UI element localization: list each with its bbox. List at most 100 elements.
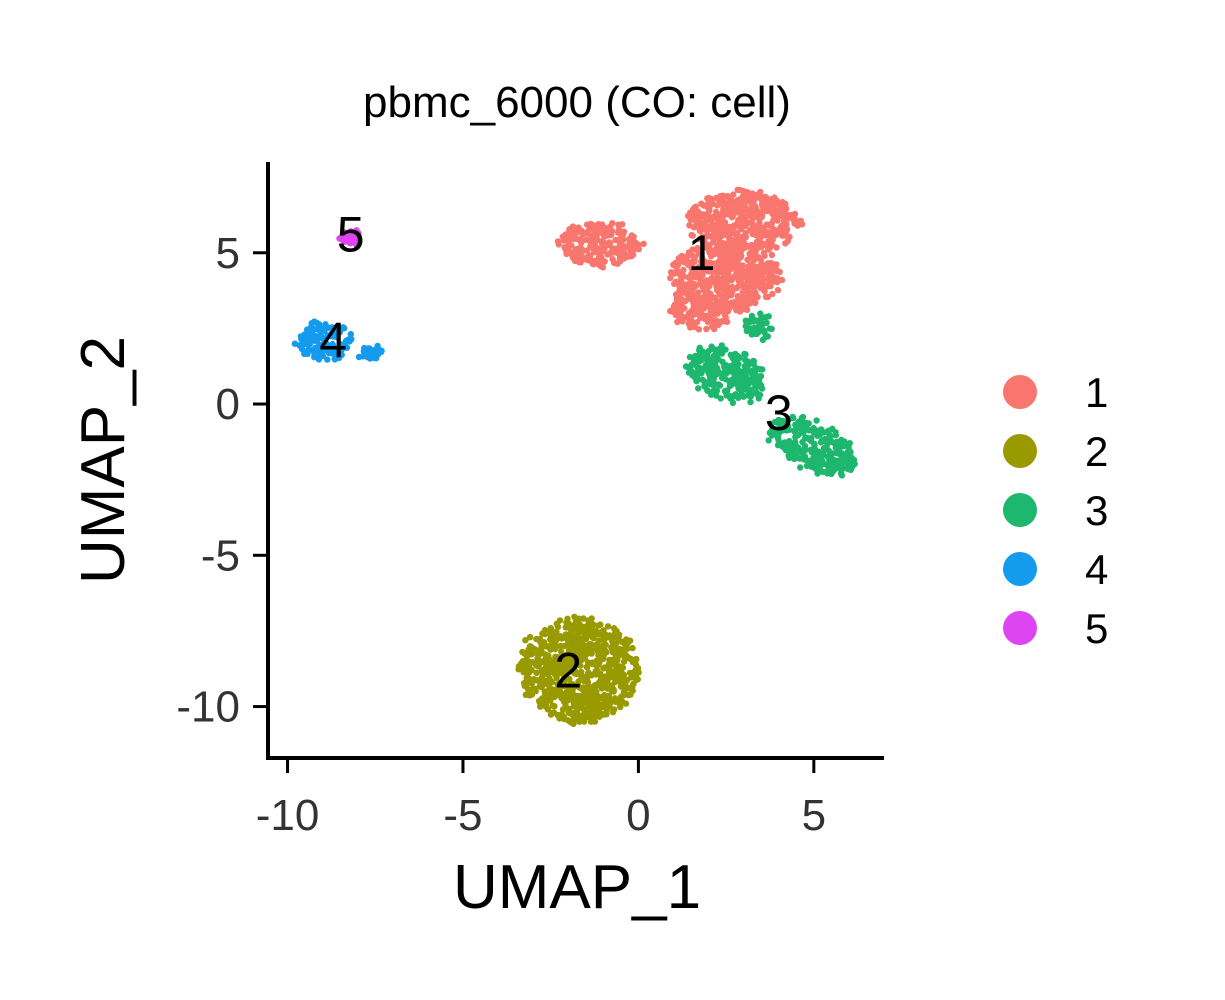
point-cluster-2: [587, 641, 594, 648]
point-cluster-3: [747, 393, 754, 400]
point-cluster-3: [795, 421, 802, 428]
point-cluster-2: [570, 720, 577, 727]
point-cluster-2: [633, 676, 640, 683]
point-cluster-2: [538, 679, 546, 687]
point-cluster-1: [706, 259, 713, 266]
point-cluster-1: [714, 269, 722, 276]
point-cluster-2: [535, 652, 542, 659]
point-cluster-1: [776, 229, 783, 236]
point-cluster-1: [620, 249, 628, 256]
x-tick-label: 0: [626, 791, 650, 840]
point-cluster-4: [347, 330, 354, 338]
point-cluster-2: [537, 639, 544, 646]
point-cluster-2: [598, 655, 605, 662]
point-cluster-1: [766, 238, 773, 245]
point-cluster-2: [552, 653, 559, 660]
point-cluster-1: [630, 233, 637, 240]
point-cluster-3: [689, 372, 696, 379]
point-cluster-2: [626, 669, 634, 677]
point-cluster-3: [707, 391, 715, 398]
point-cluster-3: [785, 416, 793, 423]
point-cluster-1: [742, 204, 749, 211]
point-cluster-2: [584, 698, 592, 706]
point-cluster-3: [718, 370, 725, 377]
point-cluster-3: [712, 392, 720, 399]
x-tick-label: -5: [443, 791, 482, 840]
point-cluster-4: [374, 342, 381, 350]
point-cluster-1: [776, 201, 783, 209]
point-cluster-1: [763, 194, 770, 201]
point-cluster-3: [796, 455, 803, 462]
y-tick-label: 0: [216, 380, 240, 429]
point-cluster-2: [546, 684, 553, 692]
point-cluster-3: [727, 381, 735, 389]
point-cluster-1: [695, 310, 702, 317]
point-cluster-2: [533, 669, 540, 676]
point-cluster-2: [629, 684, 636, 691]
point-cluster-2: [558, 694, 565, 701]
point-cluster-4: [341, 342, 348, 349]
point-cluster-5: [340, 236, 347, 243]
point-cluster-1: [763, 199, 770, 206]
legend-key-1: [1003, 375, 1037, 409]
point-cluster-1: [696, 223, 703, 231]
y-tick-label: -10: [176, 683, 240, 732]
point-cluster-2: [560, 682, 568, 690]
point-cluster-1: [693, 246, 700, 254]
point-cluster-2: [594, 647, 601, 655]
point-cluster-2: [525, 679, 532, 686]
point-cluster-2: [561, 699, 569, 707]
point-cluster-2: [620, 648, 627, 655]
point-cluster-3: [812, 427, 820, 434]
point-cluster-4: [331, 356, 339, 363]
point-cluster-1: [571, 224, 578, 232]
point-cluster-3: [818, 437, 826, 444]
point-cluster-2: [554, 681, 561, 688]
point-cluster-1: [719, 293, 726, 300]
point-cluster-2: [558, 635, 566, 642]
point-cluster-4: [317, 332, 324, 339]
point-cluster-1: [777, 224, 784, 231]
point-cluster-1: [585, 257, 593, 264]
point-cluster-5: [346, 239, 353, 246]
point-cluster-2: [623, 636, 630, 643]
point-cluster-1: [717, 253, 724, 260]
point-cluster-2: [568, 628, 575, 636]
point-cluster-2: [534, 663, 541, 670]
y-axis-ticks: -10 -5 0 5: [176, 229, 266, 732]
point-cluster-1: [740, 288, 748, 295]
point-cluster-1: [612, 246, 620, 253]
point-cluster-3: [700, 366, 707, 374]
point-cluster-1: [723, 203, 730, 211]
point-cluster-2: [574, 682, 581, 689]
point-cluster-2: [614, 657, 621, 664]
point-cluster-1: [678, 276, 685, 284]
point-cluster-3: [811, 451, 819, 458]
point-cluster-5: [355, 236, 362, 244]
point-cluster-2: [569, 668, 576, 675]
point-cluster-1: [713, 248, 720, 256]
point-cluster-3: [792, 450, 799, 457]
point-cluster-4: [378, 347, 385, 354]
point-cluster-2: [605, 664, 613, 671]
point-cluster-1: [753, 263, 760, 270]
point-cluster-4: [304, 327, 311, 334]
point-cluster-1: [734, 218, 742, 225]
point-cluster-3: [816, 465, 823, 472]
point-cluster-2: [578, 673, 586, 680]
point-cluster-1: [711, 325, 718, 333]
point-cluster-1: [739, 294, 747, 302]
x-axis-title: UMAP_1: [453, 853, 701, 922]
point-cluster-1: [732, 207, 739, 215]
point-cluster-2: [594, 693, 601, 700]
point-cluster-1: [750, 223, 757, 230]
point-cluster-1: [771, 226, 778, 234]
point-cluster-1: [687, 314, 694, 322]
point-cluster-1: [714, 284, 721, 291]
point-cluster-2: [601, 711, 608, 718]
point-cluster-1: [742, 233, 749, 241]
point-cluster-3: [777, 420, 784, 428]
point-cluster-4: [327, 345, 335, 353]
point-cluster-2: [578, 701, 586, 708]
point-cluster-1: [689, 232, 696, 239]
